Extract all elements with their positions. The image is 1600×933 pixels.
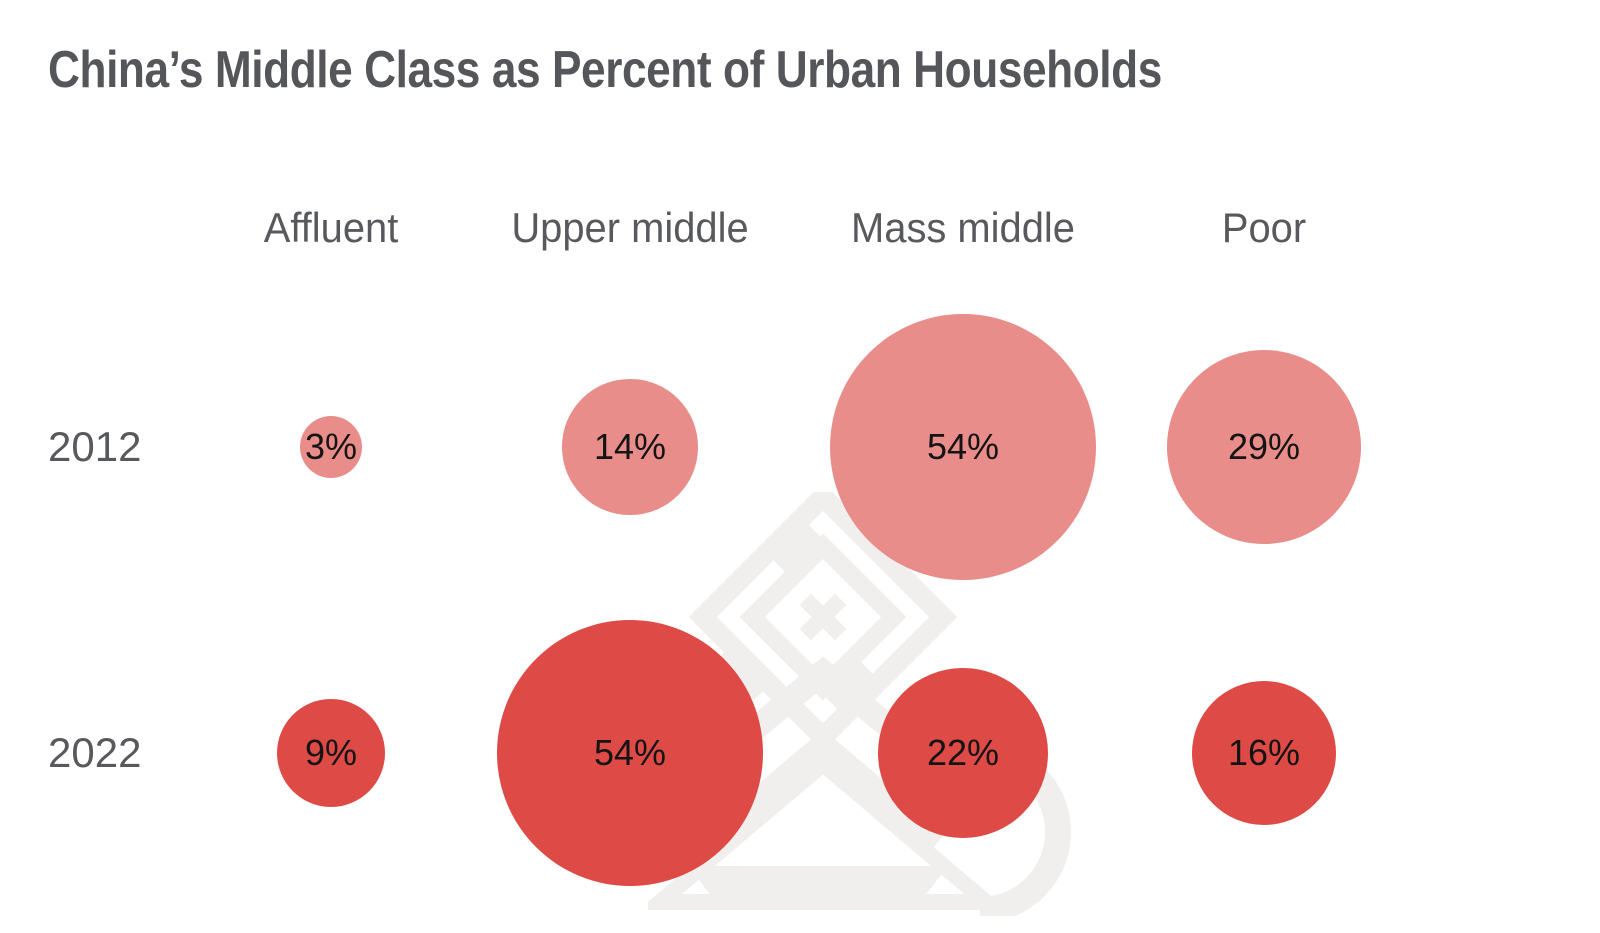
column-header-poor: Poor [1221,204,1307,251]
row-label-2022: 2022 [48,729,142,776]
bubble-2012-poor: 29% [1166,349,1362,545]
column-header-upper-middle: Upper middle [511,204,749,251]
column-header-mass-middle: Mass middle [851,204,1075,251]
bubble-value-label: 29% [1227,425,1301,467]
bubble-2022-affluent: 9% [276,698,386,808]
bubble-2012-upper-middle: 14% [562,379,698,515]
chart-title: China’s Middle Class as Percent of Urban… [48,41,1162,99]
column-header-affluent: Affluent [263,204,399,251]
bubble-2022-upper-middle: 54% [496,619,763,886]
bubble-2012-mass-middle: 54% [829,313,1096,580]
bubble-value-label: 3% [304,425,357,467]
bubble-2022-poor: 16% [1191,680,1337,826]
bubble-value-label: 16% [1227,731,1301,773]
bubble-2012-affluent: 3% [299,415,363,479]
bubble-value-label: 9% [304,731,357,773]
bubble-value-label: 54% [926,425,1000,467]
bubble-value-label: 14% [593,425,667,467]
bubble-2022-mass-middle: 22% [878,668,1048,838]
bubble-value-label: 54% [593,731,667,773]
row-label-2012: 2012 [48,423,142,470]
bubble-value-label: 22% [926,731,1000,773]
